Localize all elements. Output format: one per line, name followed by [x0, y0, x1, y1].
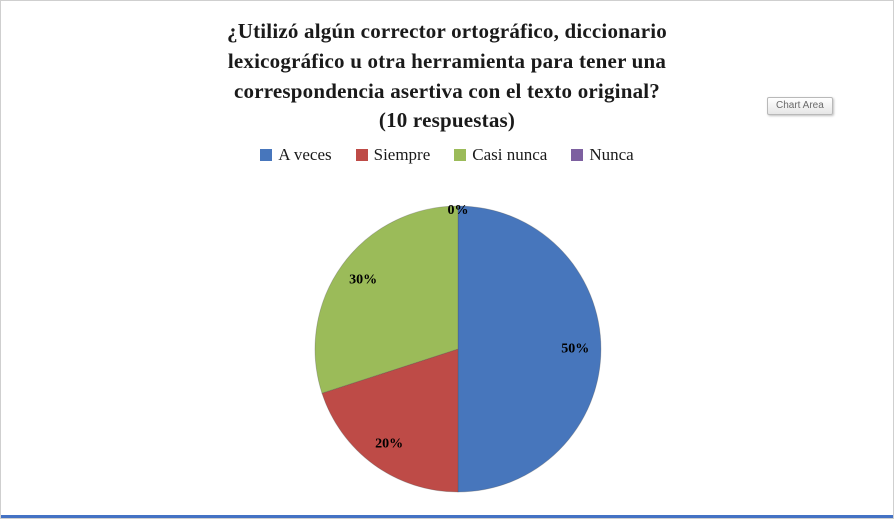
pie-slice-siempre[interactable] [321, 348, 459, 493]
chart-title-line: lexicográfico u otra herramienta para te… [227, 48, 667, 73]
chart-area-tooltip-label: Chart Area [776, 100, 824, 111]
chart-area-tooltip: Chart Area [767, 97, 833, 115]
legend-swatch-casi-nunca [454, 149, 467, 162]
pie-chart[interactable]: 50% 20% 30% 0% [308, 194, 608, 504]
legend-item-casi-nunca[interactable]: Casi nunca [454, 145, 547, 165]
bottom-accent-bar [1, 515, 893, 518]
legend-label: Nunca [589, 145, 634, 165]
legend-swatch-siempre [355, 149, 368, 162]
pie-data-label-a-veces: 50% [561, 342, 589, 357]
pie-slice-a-veces[interactable] [457, 205, 602, 493]
legend-swatch-nunca [571, 149, 584, 162]
legend-swatch-a-veces [260, 149, 273, 162]
legend-label: A veces [278, 145, 332, 165]
pie-data-label-siempre: 20% [375, 436, 403, 451]
chart-title-line: (10 respuestas) [378, 108, 516, 133]
chart-title-line: correspondencia asertiva con el texto or… [233, 78, 661, 103]
chart-title: ¿Utilizó algún corrector ortográfico, di… [1, 17, 893, 136]
legend-item-siempre[interactable]: Siempre [355, 145, 431, 165]
pie-slice-casi-nunca[interactable] [314, 205, 459, 394]
legend-item-nunca[interactable]: Nunca [571, 145, 634, 165]
chart-title-line: ¿Utilizó algún corrector ortográfico, di… [227, 19, 667, 43]
legend-item-a-veces[interactable]: A veces [260, 145, 332, 165]
pie-data-label-casi-nunca: 30% [349, 273, 377, 288]
chart-legend: A veces Siempre Casi nunca Nunca [1, 145, 893, 165]
legend-label: Casi nunca [472, 145, 548, 165]
pie-data-label-nunca: 0% [448, 203, 469, 218]
legend-label: Siempre [373, 145, 431, 165]
